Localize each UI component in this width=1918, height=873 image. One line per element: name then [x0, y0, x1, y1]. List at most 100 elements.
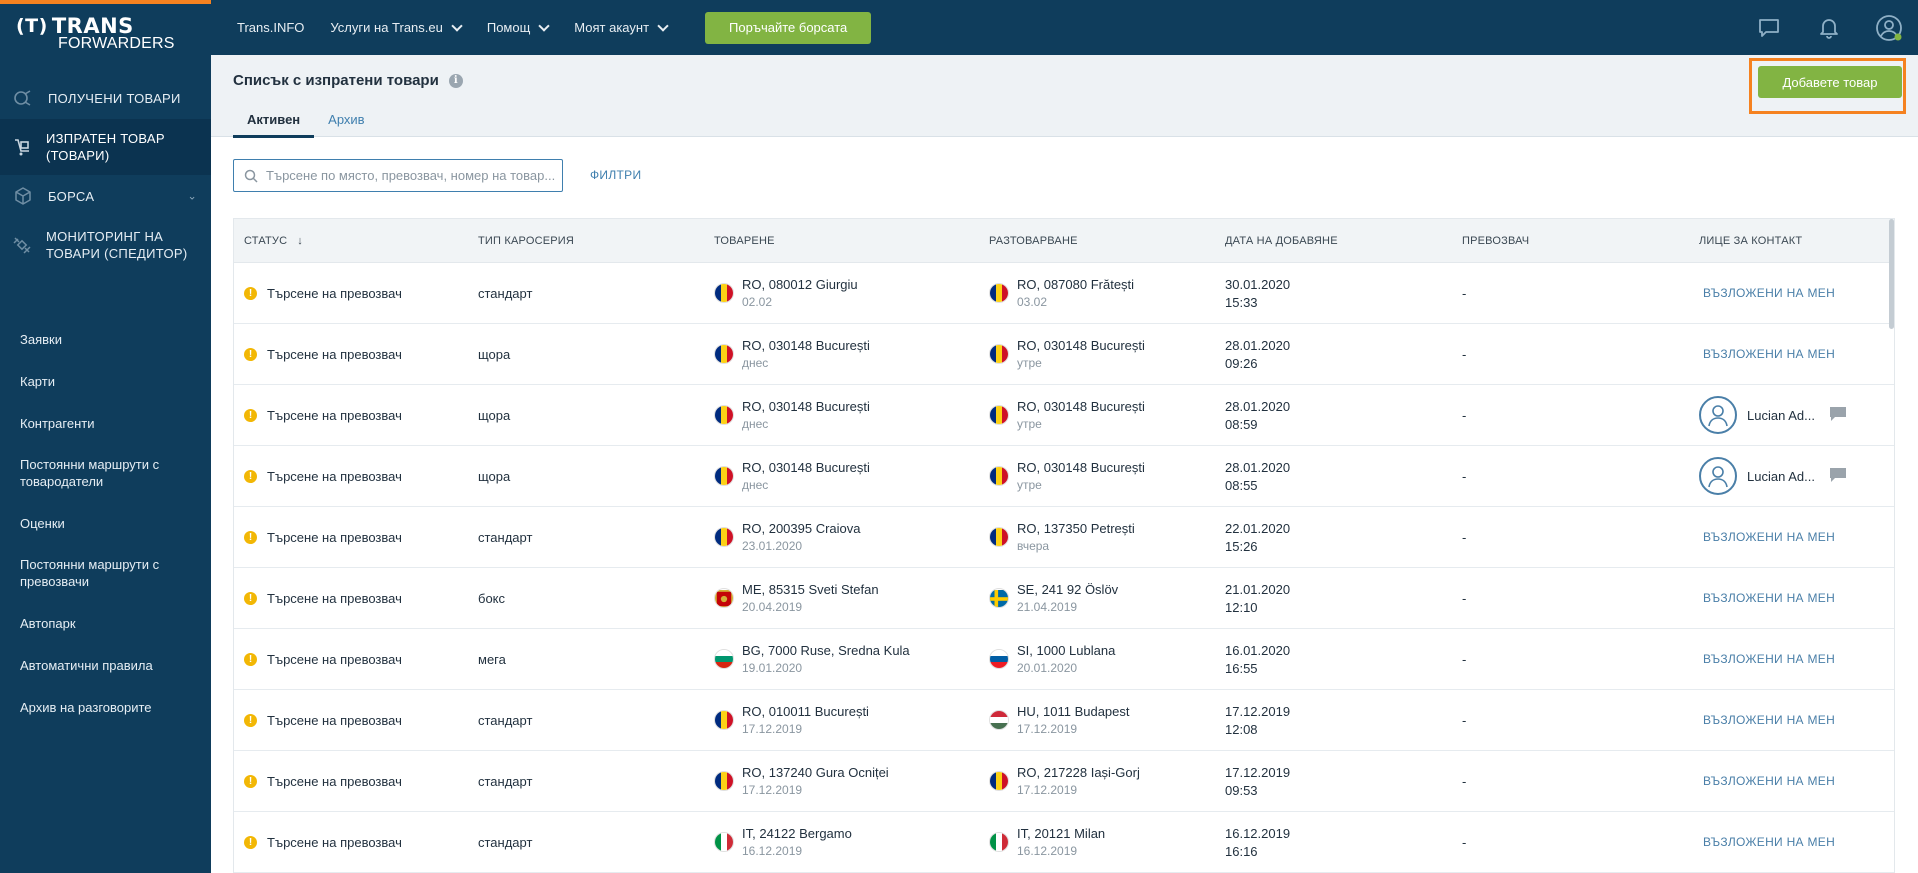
chat-icon[interactable] — [1829, 406, 1847, 425]
add-cargo-button[interactable]: Добавете товар — [1758, 66, 1902, 98]
added-time: 15:26 — [1225, 538, 1258, 554]
carrier: - — [1462, 407, 1467, 423]
search-input[interactable] — [266, 168, 556, 183]
user-avatar-icon[interactable] — [1874, 13, 1904, 43]
assigned-to-me-link[interactable]: ВЪЗЛОЖЕНИ НА МЕН — [1703, 774, 1836, 788]
unloading-date: 16.12.2019 — [1017, 844, 1078, 858]
tab-archive[interactable]: Архив — [328, 112, 365, 127]
topnav-help[interactable]: Помощ — [487, 19, 550, 35]
unloading-place: RO, 087080 Frătești — [1017, 277, 1135, 292]
sidebar-link[interactable]: Оценки — [20, 515, 65, 531]
sidebar-link[interactable]: Автопарк — [20, 615, 76, 631]
body-type: стандарт — [478, 773, 533, 789]
col-date-added: ДАТА НА ДОБАВЯНЕ — [1225, 234, 1338, 247]
added-time: 09:26 — [1225, 355, 1258, 371]
loading-date: 16.12.2019 — [742, 844, 803, 858]
sidebar-link[interactable]: Карти — [20, 373, 55, 389]
box-icon — [12, 185, 34, 207]
sidebar-link[interactable]: Постоянни маршрути с товародатели — [20, 457, 160, 489]
sidebar-link[interactable]: Архив на разговорите — [20, 699, 152, 715]
status-text: Търсене на превозвач — [267, 712, 402, 728]
added-time: 16:16 — [1225, 843, 1258, 859]
topnav-services[interactable]: Услуги на Trans.eu — [330, 19, 463, 35]
assigned-to-me-link[interactable]: ВЪЗЛОЖЕНИ НА МЕН — [1703, 713, 1836, 727]
table-row[interactable]: ! Търсене на превозвач щора RO, 030148 Bucu… — [234, 446, 1894, 507]
topnav-trans-info[interactable]: Trans.INFO — [237, 20, 305, 35]
flag-icon — [989, 771, 1009, 791]
chevron-down-icon — [451, 19, 463, 32]
added-time: 08:55 — [1225, 477, 1258, 493]
order-exchange-button[interactable]: Поръчайте борсата — [705, 11, 872, 44]
messages-icon[interactable] — [1754, 13, 1784, 43]
unloading-date: вчера — [1017, 539, 1050, 553]
flag-icon — [714, 527, 734, 547]
flag-icon — [989, 832, 1009, 852]
unloading-place: RO, 030148 București — [1017, 460, 1145, 475]
sidebar-link[interactable]: Автоматични правила — [20, 657, 153, 673]
body-type: щора — [478, 407, 511, 423]
sidebar-item-sent-goods[interactable]: ИЗПРАТЕН ТОВАР (ТОВАРИ) — [0, 119, 211, 175]
tab-active[interactable]: Активен — [233, 108, 315, 138]
carrier: - — [1462, 651, 1467, 667]
loading-date: 19.01.2020 — [742, 661, 803, 675]
table-row[interactable]: ! Търсене на превозвач мега BG, 7000 Ruse, … — [234, 629, 1894, 690]
sidebar-link[interactable]: Контрагенти — [20, 415, 95, 431]
assigned-to-me-link[interactable]: ВЪЗЛОЖЕНИ НА МЕН — [1703, 835, 1836, 849]
sidebar-item-monitoring[interactable]: МОНИТОРИНГ НА ТОВАРИ (СПЕДИТОР) — [0, 217, 211, 273]
col-loading: ТОВАРЕНЕ — [714, 234, 775, 247]
table-row[interactable]: ! Търсене на превозвач щора RO, 030148 Bucu… — [234, 324, 1894, 385]
flag-icon — [989, 344, 1009, 364]
table-row[interactable]: ! Търсене на превозвач стандарт RO, 200395 … — [234, 507, 1894, 568]
table-row[interactable]: ! Търсене на превозвач стандарт RO, 080012 … — [234, 263, 1894, 324]
avatar-icon — [1699, 457, 1737, 495]
table-row[interactable]: ! Търсене на превозвач стандарт RO, 137240 … — [234, 751, 1894, 812]
added-date: 16.01.2020 — [1225, 642, 1291, 658]
unloading-date: 17.12.2019 — [1017, 783, 1078, 797]
unloading-place: RO, 030148 București — [1017, 399, 1145, 414]
sidebar-link[interactable]: Постоянни маршрути с превозвачи — [20, 557, 160, 589]
brand-accent-bar — [0, 0, 211, 4]
contact-person[interactable]: Lucian Ad... — [1699, 457, 1815, 495]
unloading-date: 21.04.2019 — [1017, 600, 1078, 614]
loading-date: 20.04.2019 — [742, 600, 803, 614]
top-icons — [1754, 0, 1904, 55]
col-status[interactable]: СТАТУС ↓ — [244, 234, 303, 247]
assigned-to-me-link[interactable]: ВЪЗЛОЖЕНИ НА МЕН — [1703, 530, 1836, 544]
sidebar-item-label: БОРСА — [48, 188, 95, 204]
col-body-type: ТИП КАРОСЕРИЯ — [478, 234, 575, 247]
flag-icon — [989, 588, 1009, 608]
flag-icon — [714, 283, 734, 303]
assigned-to-me-link[interactable]: ВЪЗЛОЖЕНИ НА МЕН — [1703, 347, 1836, 361]
info-icon[interactable]: i — [448, 73, 463, 88]
contact-person[interactable]: Lucian Ad... — [1699, 396, 1815, 434]
table-row[interactable]: ! Търсене на превозвач бокс ME, 85315 Sveti… — [234, 568, 1894, 629]
unloading-date: 03.02 — [1017, 295, 1048, 309]
loading-place: RO, 030148 București — [742, 399, 870, 414]
chat-icon[interactable] — [1829, 467, 1847, 486]
added-time: 16:55 — [1225, 660, 1258, 676]
chevron-down-icon: ⌄ — [187, 190, 197, 203]
scrollbar[interactable] — [1889, 219, 1894, 329]
table-row[interactable]: ! Търсене на превозвач щора RO, 030148 Bucu… — [234, 385, 1894, 446]
logo[interactable]: (T) TRANS FORWARDERS — [16, 14, 175, 52]
topnav-my-account[interactable]: Моят акаунт — [574, 19, 669, 35]
table-row[interactable]: ! Търсене на превозвач стандарт RO, 010011 … — [234, 690, 1894, 751]
status-text: Търсене на превозвач — [267, 773, 402, 789]
table-row[interactable]: ! Търсене на превозвач стандарт IT, 24122 B… — [234, 812, 1894, 873]
sidebar-link[interactable]: Заявки — [20, 331, 62, 347]
assigned-to-me-link[interactable]: ВЪЗЛОЖЕНИ НА МЕН — [1703, 652, 1836, 666]
added-time: 12:10 — [1225, 599, 1258, 615]
loading-date: днес — [742, 478, 769, 492]
added-date: 17.12.2019 — [1225, 764, 1291, 780]
logo-subtitle: FORWARDERS — [58, 35, 175, 52]
assigned-to-me-link[interactable]: ВЪЗЛОЖЕНИ НА МЕН — [1703, 591, 1836, 605]
unloading-place: RO, 217228 Iași-Gorj — [1017, 765, 1140, 780]
bell-icon[interactable] — [1814, 13, 1844, 43]
loading-place: RO, 137240 Gura Ocniței — [742, 765, 889, 780]
sidebar-item-exchange[interactable]: БОРСА ⌄ — [0, 175, 211, 217]
unloading-place: HU, 1011 Budapest — [1017, 704, 1130, 719]
filters-link[interactable]: ФИЛТРИ — [590, 168, 642, 182]
flag-icon — [714, 771, 734, 791]
assigned-to-me-link[interactable]: ВЪЗЛОЖЕНИ НА МЕН — [1703, 286, 1836, 300]
sidebar-item-received-goods[interactable]: ПОЛУЧЕНИ ТОВАРИ — [0, 77, 211, 119]
